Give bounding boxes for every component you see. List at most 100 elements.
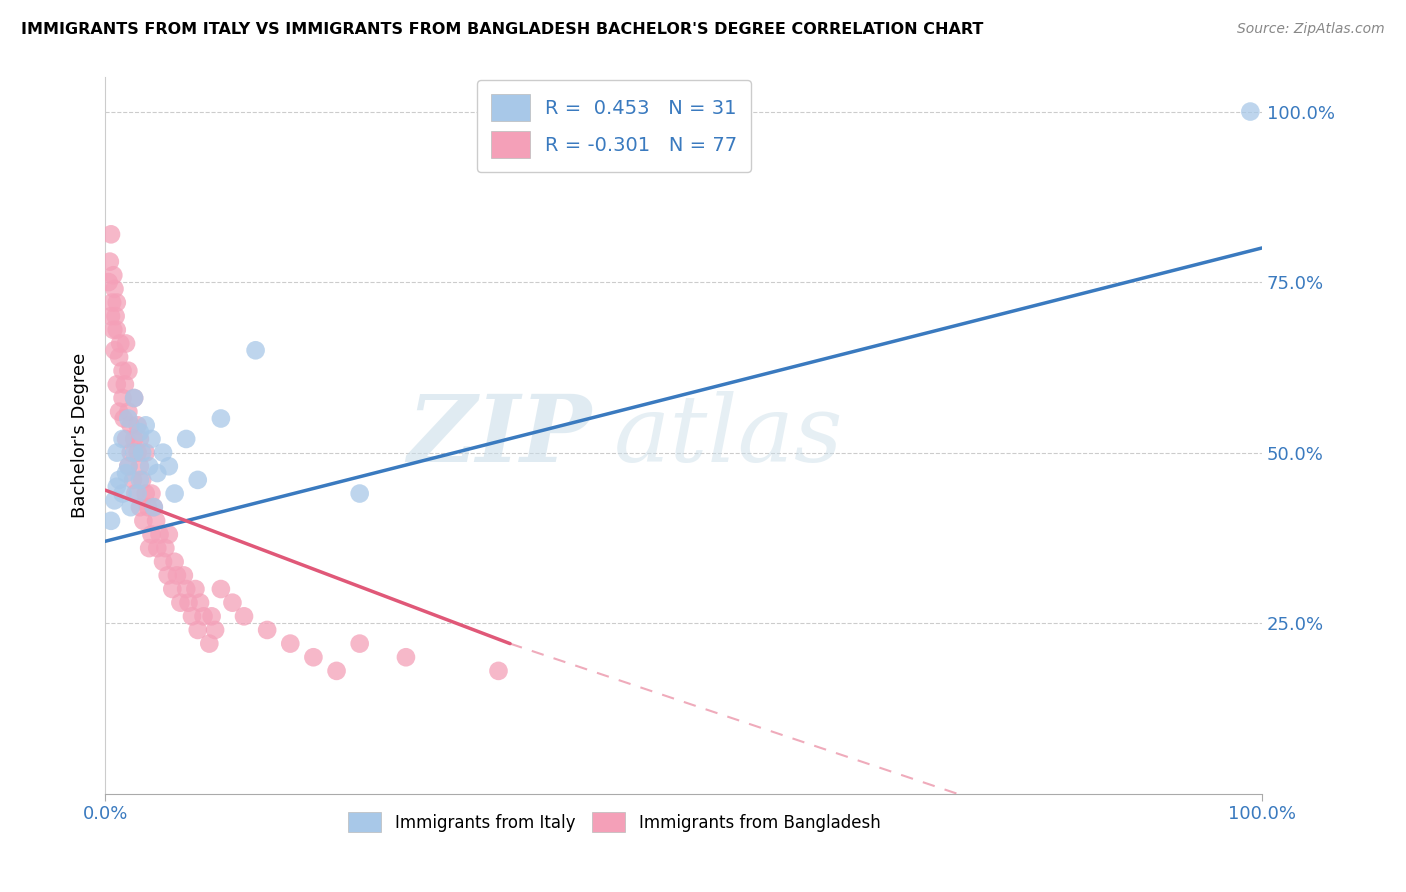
Point — [111, 391, 134, 405]
Point — [198, 637, 221, 651]
Text: atlas: atlas — [614, 391, 844, 481]
Point — [127, 418, 149, 433]
Legend: R =  0.453   N = 31, R = -0.301   N = 77: R = 0.453 N = 31, R = -0.301 N = 77 — [477, 80, 751, 172]
Point — [166, 568, 188, 582]
Point — [124, 486, 146, 500]
Text: ZIP: ZIP — [406, 391, 591, 481]
Point — [120, 418, 142, 433]
Point — [131, 445, 153, 459]
Point — [245, 343, 267, 358]
Point — [103, 268, 125, 283]
Point — [105, 445, 128, 459]
Point — [138, 541, 160, 555]
Point — [209, 582, 232, 596]
Point — [108, 350, 131, 364]
Point — [108, 473, 131, 487]
Point — [135, 445, 157, 459]
Point — [115, 432, 138, 446]
Point — [103, 323, 125, 337]
Point — [100, 309, 122, 323]
Point — [146, 541, 169, 555]
Point — [142, 500, 165, 515]
Point — [184, 582, 207, 596]
Point — [122, 445, 145, 459]
Point — [395, 650, 418, 665]
Point — [115, 336, 138, 351]
Point — [141, 432, 163, 446]
Point — [122, 432, 145, 446]
Point — [114, 377, 136, 392]
Point — [201, 609, 224, 624]
Point — [105, 295, 128, 310]
Point — [101, 295, 124, 310]
Point — [104, 309, 127, 323]
Y-axis label: Bachelor's Degree: Bachelor's Degree — [72, 353, 89, 518]
Point — [141, 527, 163, 541]
Point — [129, 425, 152, 439]
Point — [145, 514, 167, 528]
Point — [157, 459, 180, 474]
Point — [127, 486, 149, 500]
Point — [136, 500, 159, 515]
Point — [131, 473, 153, 487]
Point — [152, 555, 174, 569]
Point — [141, 486, 163, 500]
Point — [138, 459, 160, 474]
Point — [105, 377, 128, 392]
Point — [117, 459, 139, 474]
Point — [100, 227, 122, 242]
Point — [105, 480, 128, 494]
Point — [233, 609, 256, 624]
Point — [148, 527, 170, 541]
Point — [174, 582, 197, 596]
Point — [155, 541, 177, 555]
Point — [256, 623, 278, 637]
Point — [173, 568, 195, 582]
Point — [193, 609, 215, 624]
Point — [157, 527, 180, 541]
Point — [117, 364, 139, 378]
Point — [111, 364, 134, 378]
Point — [488, 664, 510, 678]
Point — [1239, 104, 1261, 119]
Point — [181, 609, 204, 624]
Point — [204, 623, 226, 637]
Point — [117, 405, 139, 419]
Point — [278, 637, 301, 651]
Point — [129, 432, 152, 446]
Point — [129, 459, 152, 474]
Point — [117, 459, 139, 474]
Point — [187, 473, 209, 487]
Point — [169, 596, 191, 610]
Point — [152, 445, 174, 459]
Point — [142, 500, 165, 515]
Point — [156, 568, 179, 582]
Text: IMMIGRANTS FROM ITALY VS IMMIGRANTS FROM BANGLADESH BACHELOR'S DEGREE CORRELATIO: IMMIGRANTS FROM ITALY VS IMMIGRANTS FROM… — [21, 22, 983, 37]
Point — [146, 466, 169, 480]
Point — [122, 391, 145, 405]
Point — [108, 405, 131, 419]
Text: Source: ZipAtlas.com: Source: ZipAtlas.com — [1237, 22, 1385, 37]
Point — [100, 514, 122, 528]
Point — [129, 473, 152, 487]
Point — [188, 596, 211, 610]
Point — [163, 555, 186, 569]
Point — [187, 623, 209, 637]
Point — [105, 323, 128, 337]
Point — [135, 486, 157, 500]
Point — [122, 391, 145, 405]
Point — [325, 664, 347, 678]
Point — [135, 418, 157, 433]
Point — [349, 637, 371, 651]
Point — [103, 493, 125, 508]
Point — [129, 500, 152, 515]
Point — [120, 445, 142, 459]
Point — [112, 411, 135, 425]
Point — [103, 282, 125, 296]
Point — [127, 445, 149, 459]
Point — [162, 582, 184, 596]
Point — [103, 343, 125, 358]
Point — [132, 514, 155, 528]
Point — [111, 432, 134, 446]
Point — [117, 411, 139, 425]
